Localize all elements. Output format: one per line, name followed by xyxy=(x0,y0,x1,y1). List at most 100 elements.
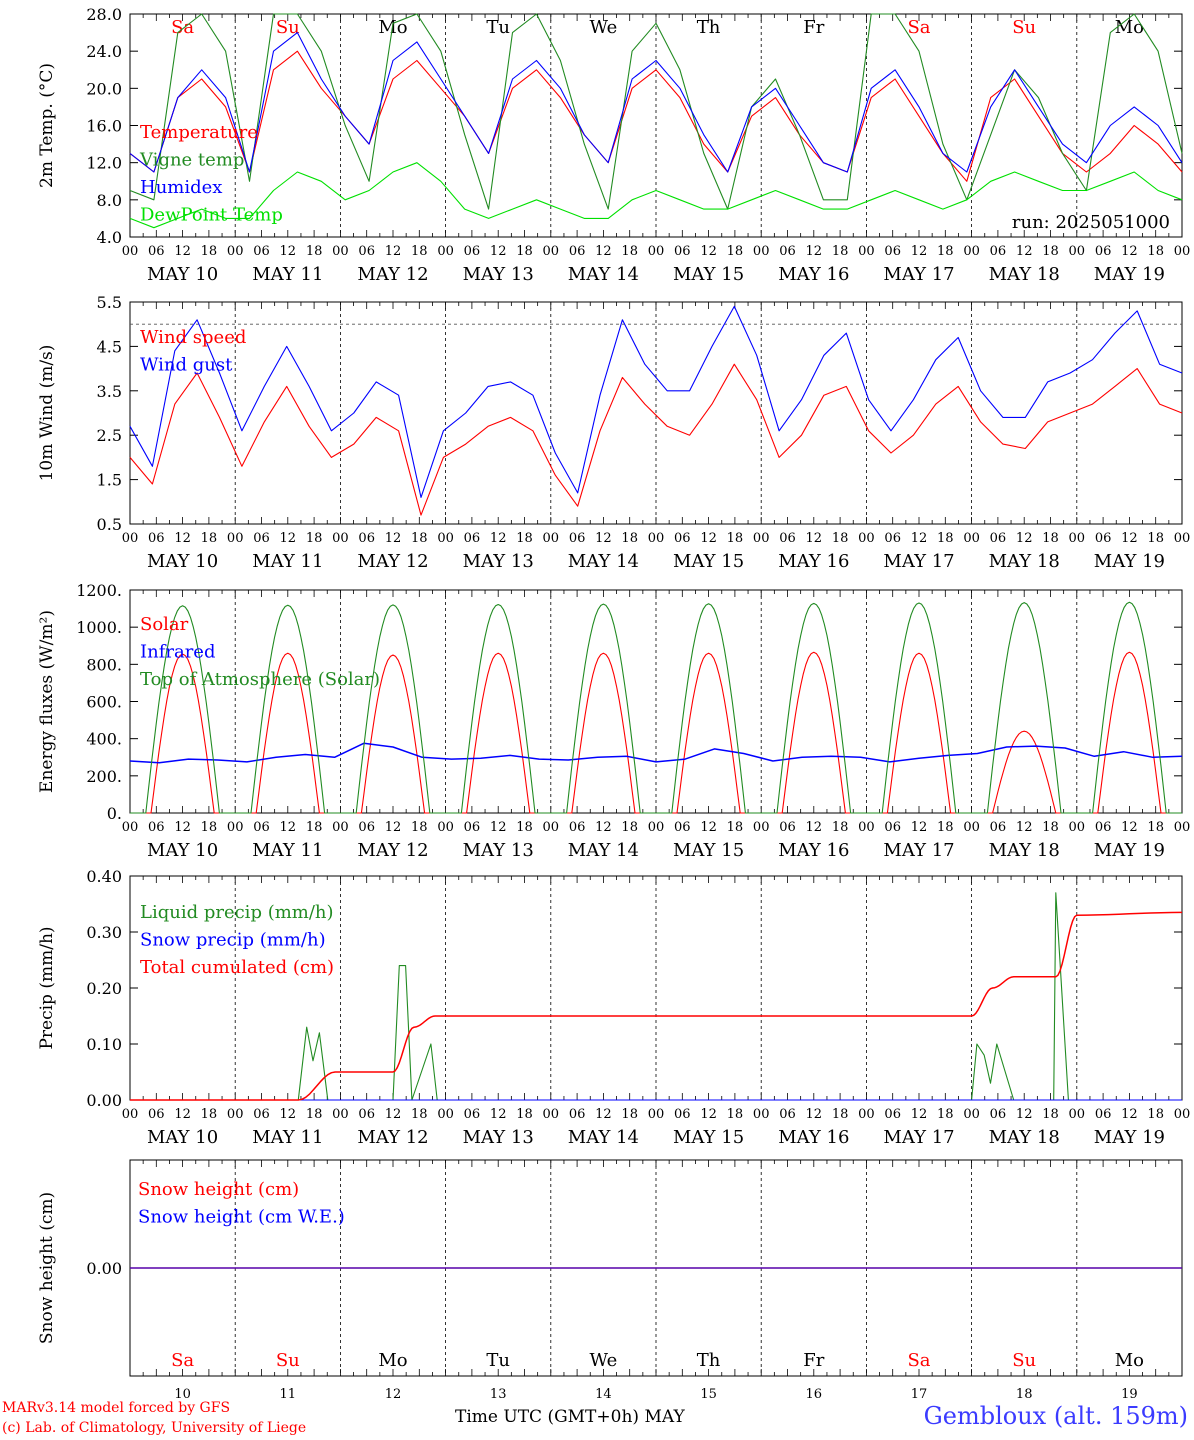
day-number-label: 18 xyxy=(1016,1387,1033,1402)
y-tick-label: 12.0 xyxy=(86,154,122,173)
hour-tick-label: 00 xyxy=(753,1107,770,1122)
date-label: MAY 10 xyxy=(147,840,218,861)
hour-tick-label: 12 xyxy=(490,820,507,835)
hour-tick-label: 06 xyxy=(990,531,1007,546)
legend-entry: Vigne temp xyxy=(139,150,244,171)
day-number-label: 19 xyxy=(1121,1387,1138,1402)
hour-tick-label: 00 xyxy=(858,1107,875,1122)
date-label: MAY 12 xyxy=(357,1127,428,1148)
day-of-week-label: Su xyxy=(1012,17,1036,38)
hour-tick-label: 18 xyxy=(1147,244,1164,259)
date-label: MAY 15 xyxy=(673,551,744,572)
hour-tick-label: 12 xyxy=(280,1107,297,1122)
hour-tick-label: 18 xyxy=(832,531,849,546)
lab-credit: (c) Lab. of Climatology, University of L… xyxy=(2,1420,307,1436)
hour-tick-label: 06 xyxy=(990,244,1007,259)
day-of-week-label: Tu xyxy=(486,1350,510,1371)
y-axis-title: Precip (mm/h) xyxy=(37,926,57,1049)
day-of-week-label: Mo xyxy=(378,1350,407,1371)
y-tick-label: 0.10 xyxy=(86,1035,122,1054)
hour-tick-label: 00 xyxy=(1174,820,1191,835)
date-label: MAY 13 xyxy=(463,264,534,285)
hour-tick-label: 00 xyxy=(648,1107,665,1122)
day-of-week-label: We xyxy=(590,1350,618,1371)
hour-tick-label: 18 xyxy=(832,244,849,259)
hour-tick-label: 12 xyxy=(1016,244,1033,259)
hour-tick-label: 18 xyxy=(621,531,638,546)
day-of-week-label: Mo xyxy=(1115,17,1144,38)
date-label: MAY 11 xyxy=(252,1127,323,1148)
hour-tick-label: 18 xyxy=(516,820,533,835)
hour-tick-label: 06 xyxy=(358,820,375,835)
date-label: MAY 19 xyxy=(1094,840,1165,861)
date-label: MAY 17 xyxy=(883,551,954,572)
hour-tick-label: 00 xyxy=(648,820,665,835)
hour-tick-label: 12 xyxy=(1016,531,1033,546)
y-tick-label: 0.30 xyxy=(86,923,122,942)
hour-tick-label: 12 xyxy=(911,244,928,259)
legend-entry: Humidex xyxy=(140,177,222,198)
hour-tick-label: 06 xyxy=(253,244,270,259)
hour-tick-label: 06 xyxy=(569,820,586,835)
hour-tick-label: 12 xyxy=(911,820,928,835)
hour-tick-label: 18 xyxy=(727,244,744,259)
hour-tick-label: 12 xyxy=(174,1107,191,1122)
y-tick-label: 4.0 xyxy=(97,228,122,247)
date-label: MAY 13 xyxy=(463,551,534,572)
day-number-label: 11 xyxy=(280,1387,297,1402)
hour-tick-label: 18 xyxy=(937,1107,954,1122)
legend-entry: Infrared xyxy=(140,642,215,663)
day-number-label: 17 xyxy=(911,1387,928,1402)
y-tick-label: 5.5 xyxy=(97,293,122,312)
y-axis-title: Snow height (cm) xyxy=(37,1192,57,1344)
series-line xyxy=(129,13,1183,210)
day-of-week-label: Fr xyxy=(803,1350,824,1371)
date-label: MAY 18 xyxy=(989,1127,1060,1148)
hour-tick-label: 06 xyxy=(884,244,901,259)
date-label: MAY 15 xyxy=(673,264,744,285)
date-label: MAY 19 xyxy=(1094,1127,1165,1148)
day-number-label: 13 xyxy=(490,1387,507,1402)
y-tick-label: 1.5 xyxy=(97,471,122,490)
hour-tick-label: 12 xyxy=(911,1107,928,1122)
station-name: Gembloux (alt. 159m) xyxy=(923,1402,1188,1430)
hour-tick-label: 06 xyxy=(779,244,796,259)
hour-tick-label: 18 xyxy=(516,244,533,259)
hour-tick-label: 12 xyxy=(595,531,612,546)
day-of-week-label: Th xyxy=(697,1350,721,1371)
day-of-week-label: Mo xyxy=(1115,1350,1144,1371)
day-of-week-label: Fr xyxy=(803,17,824,38)
hour-tick-label: 06 xyxy=(674,531,691,546)
hour-tick-label: 00 xyxy=(332,820,349,835)
hour-tick-label: 18 xyxy=(306,244,323,259)
y-tick-label: 24.0 xyxy=(86,42,122,61)
hour-tick-label: 12 xyxy=(595,244,612,259)
hour-tick-label: 00 xyxy=(227,531,244,546)
hour-tick-label: 12 xyxy=(1121,531,1138,546)
hour-tick-label: 12 xyxy=(1016,820,1033,835)
legend-entry: Snow height (cm) xyxy=(138,1179,299,1200)
day-number-label: 12 xyxy=(385,1387,402,1402)
series-line xyxy=(129,305,1183,498)
hour-tick-label: 00 xyxy=(227,820,244,835)
hour-tick-label: 12 xyxy=(174,244,191,259)
hour-tick-label: 12 xyxy=(806,531,823,546)
hour-tick-label: 06 xyxy=(148,531,165,546)
hour-tick-label: 18 xyxy=(411,1107,428,1122)
day-of-week-label: Th xyxy=(697,17,721,38)
series-line xyxy=(129,742,1183,764)
hour-tick-label: 00 xyxy=(1174,1107,1191,1122)
hour-tick-label: 18 xyxy=(621,820,638,835)
legend-entry: Total cumulated (cm) xyxy=(140,957,334,978)
y-tick-label: 0.40 xyxy=(86,867,122,886)
month-label: MAY xyxy=(644,1407,685,1427)
hour-tick-label: 18 xyxy=(411,244,428,259)
y-tick-label: 600. xyxy=(86,693,122,712)
hour-tick-label: 06 xyxy=(990,820,1007,835)
series-line xyxy=(130,601,1182,814)
hour-tick-label: 18 xyxy=(1042,244,1059,259)
y-tick-label: 400. xyxy=(86,730,122,749)
series-line xyxy=(129,363,1183,516)
hour-tick-label: 12 xyxy=(806,244,823,259)
y-tick-label: 800. xyxy=(86,655,122,674)
